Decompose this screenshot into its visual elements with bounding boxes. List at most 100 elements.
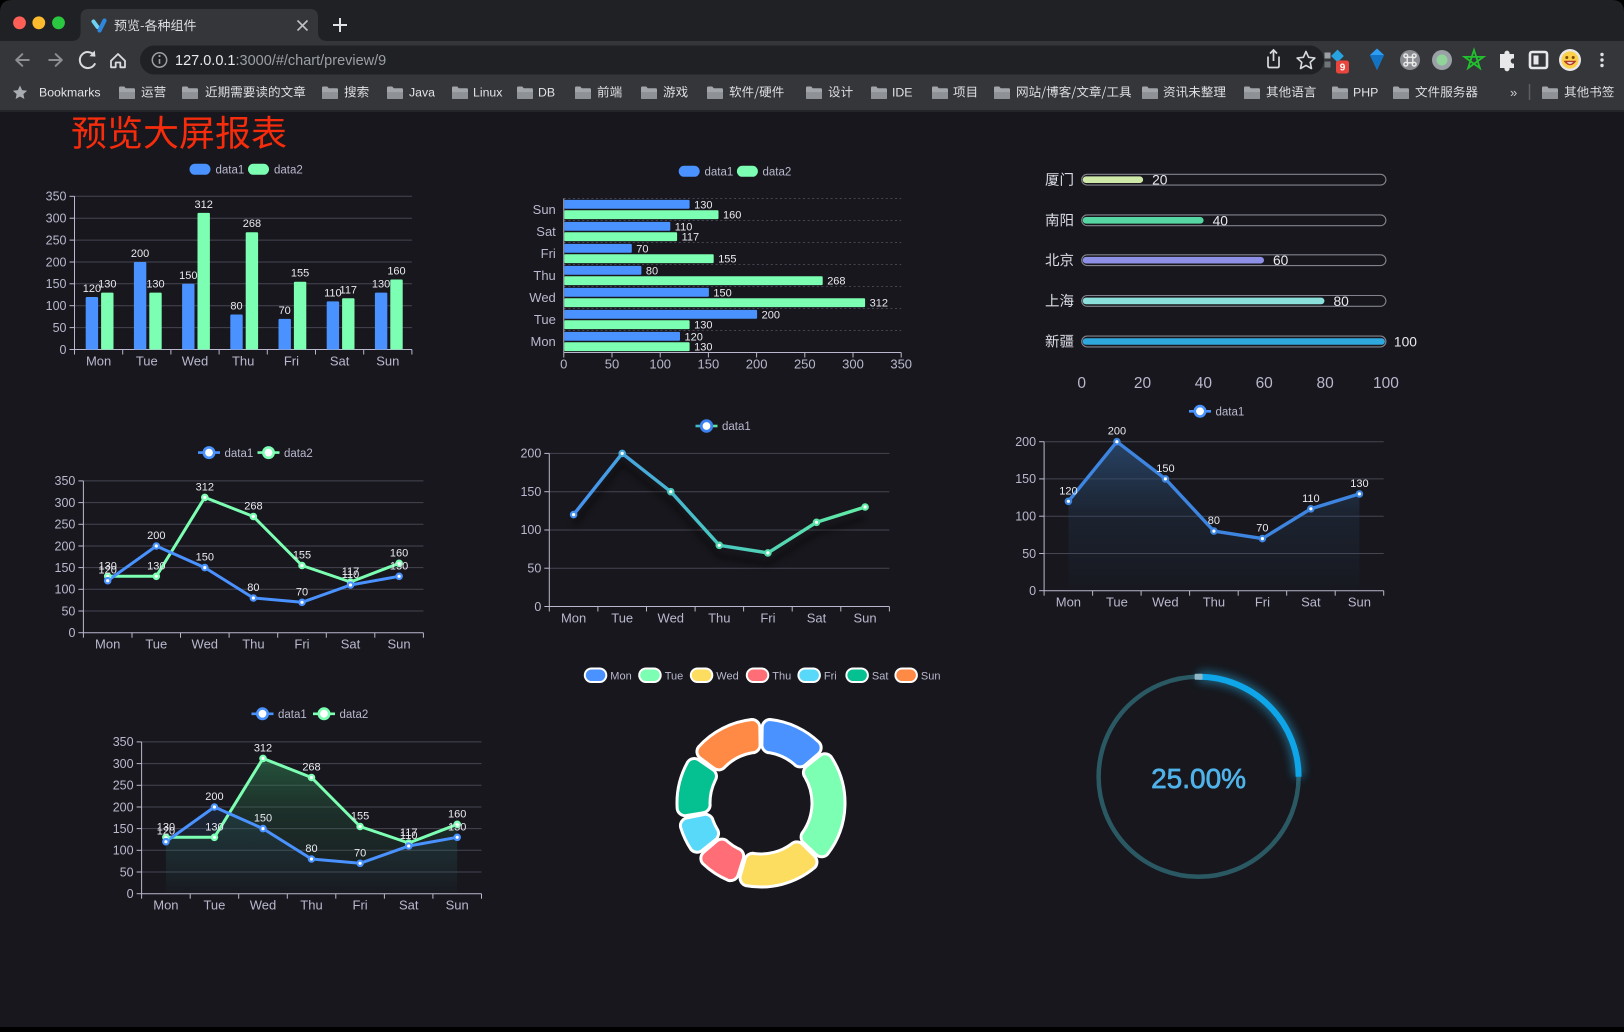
svg-text:350: 350 — [113, 735, 134, 749]
svg-text:150: 150 — [520, 485, 541, 499]
svg-text:160: 160 — [390, 547, 408, 559]
svg-text:20: 20 — [1134, 375, 1152, 392]
svg-text:data1: data1 — [278, 709, 307, 721]
svg-text:150: 150 — [55, 561, 76, 575]
svg-text:70: 70 — [636, 243, 648, 255]
svg-text:0: 0 — [1029, 584, 1036, 598]
svg-text:155: 155 — [291, 268, 309, 280]
svg-text:Wed: Wed — [182, 354, 209, 369]
svg-text:250: 250 — [113, 779, 134, 793]
svg-text:50: 50 — [120, 865, 134, 879]
svg-text:Thu: Thu — [232, 354, 254, 369]
svg-text:Tue: Tue — [665, 671, 684, 683]
svg-text:120: 120 — [157, 826, 175, 838]
svg-text:250: 250 — [46, 233, 67, 247]
svg-text:Thu: Thu — [300, 898, 322, 913]
svg-text:0: 0 — [560, 357, 567, 372]
svg-text:data2: data2 — [284, 448, 313, 460]
svg-text:200: 200 — [1108, 426, 1126, 438]
svg-text:80: 80 — [230, 301, 242, 313]
svg-text:120: 120 — [83, 283, 101, 295]
svg-text:Tue: Tue — [203, 898, 225, 913]
svg-text:9: 9 — [1340, 63, 1346, 74]
svg-text:Tue: Tue — [145, 637, 167, 652]
svg-text:200: 200 — [131, 248, 149, 260]
svg-text:Thu: Thu — [708, 611, 730, 626]
svg-text:Fri: Fri — [284, 354, 299, 369]
svg-text:130: 130 — [694, 320, 712, 332]
svg-text:Sat: Sat — [1301, 595, 1321, 610]
svg-text:60: 60 — [1273, 253, 1289, 268]
svg-text:150: 150 — [1156, 463, 1174, 475]
svg-text:300: 300 — [55, 496, 76, 510]
svg-text:50: 50 — [527, 562, 541, 576]
svg-text:Wed: Wed — [192, 637, 219, 652]
svg-text:110: 110 — [342, 569, 360, 581]
svg-text:Sun: Sun — [388, 637, 411, 652]
svg-text:Mon: Mon — [531, 334, 556, 349]
svg-text:data1: data1 — [1216, 407, 1245, 419]
svg-text:250: 250 — [794, 357, 816, 372]
svg-text:Sun: Sun — [854, 611, 877, 626]
svg-text:Mon: Mon — [95, 637, 120, 652]
svg-text:100: 100 — [1015, 510, 1036, 524]
svg-text:data2: data2 — [763, 167, 792, 179]
svg-text:0: 0 — [534, 600, 541, 614]
svg-text:PHP: PHP — [1353, 86, 1378, 100]
svg-text:Wed: Wed — [250, 898, 277, 913]
svg-text:300: 300 — [113, 757, 134, 771]
svg-text:312: 312 — [254, 742, 272, 754]
svg-text:100: 100 — [649, 357, 671, 372]
svg-text:120: 120 — [1059, 485, 1077, 497]
svg-text:70: 70 — [354, 847, 366, 859]
svg-text:Thu: Thu — [242, 637, 264, 652]
svg-text:Mon: Mon — [153, 898, 178, 913]
svg-text:Wed: Wed — [529, 290, 556, 305]
svg-text:80: 80 — [305, 843, 317, 855]
svg-text:350: 350 — [55, 474, 76, 488]
svg-text:300: 300 — [46, 212, 67, 226]
svg-text:155: 155 — [718, 254, 736, 266]
svg-text:200: 200 — [147, 530, 165, 542]
svg-text:130: 130 — [205, 821, 223, 833]
svg-text:130: 130 — [99, 560, 117, 572]
svg-text:100: 100 — [55, 583, 76, 597]
svg-text:130: 130 — [372, 279, 390, 291]
svg-text:130: 130 — [146, 279, 164, 291]
svg-text:Mon: Mon — [610, 671, 631, 683]
svg-text:130: 130 — [98, 279, 116, 291]
svg-text:250: 250 — [55, 518, 76, 532]
svg-text:130: 130 — [157, 821, 175, 833]
svg-text:80: 80 — [1208, 515, 1220, 527]
svg-text:Sun: Sun — [376, 354, 399, 369]
svg-text:100: 100 — [46, 299, 67, 313]
svg-text:40: 40 — [1195, 375, 1213, 392]
svg-text:data2: data2 — [274, 165, 303, 177]
svg-text:130: 130 — [390, 560, 408, 572]
svg-text:150: 150 — [1015, 472, 1036, 486]
svg-text:70: 70 — [1256, 523, 1268, 535]
svg-text:Tue: Tue — [534, 312, 556, 327]
svg-text:data2: data2 — [340, 709, 369, 721]
svg-text:Thu: Thu — [533, 268, 555, 283]
svg-text:150: 150 — [713, 287, 731, 299]
svg-text:312: 312 — [870, 298, 888, 310]
svg-text:25.00%: 25.00% — [1151, 763, 1246, 794]
svg-text:50: 50 — [1022, 547, 1036, 561]
svg-text:350: 350 — [890, 357, 912, 372]
svg-text:117: 117 — [340, 284, 358, 296]
svg-text:Sat: Sat — [341, 637, 361, 652]
svg-text:80: 80 — [646, 265, 658, 277]
svg-text:300: 300 — [842, 357, 864, 372]
svg-text:Fri: Fri — [541, 246, 556, 261]
svg-text:Sat: Sat — [872, 671, 889, 683]
svg-text:70: 70 — [279, 305, 291, 317]
svg-text:80: 80 — [1334, 294, 1350, 309]
svg-text:127.0.0.1: 127.0.0.1 — [175, 53, 235, 69]
svg-text:130: 130 — [1350, 478, 1368, 490]
svg-text:Mon: Mon — [86, 354, 111, 369]
svg-text:IDE: IDE — [892, 86, 913, 100]
svg-text:200: 200 — [762, 309, 780, 321]
svg-text:150: 150 — [196, 552, 214, 564]
svg-text:150: 150 — [46, 277, 67, 291]
